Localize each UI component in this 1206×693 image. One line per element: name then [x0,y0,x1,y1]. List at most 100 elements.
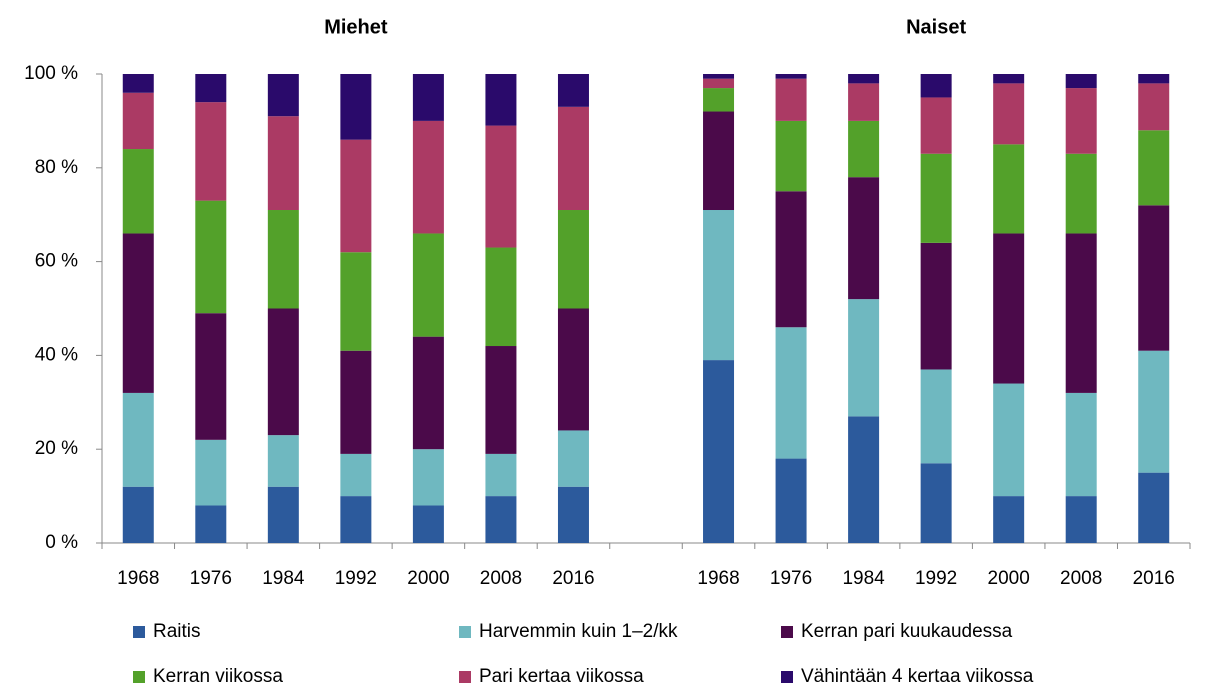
bar-segment [195,505,227,543]
bar-segment [1138,74,1170,84]
bar-segment [775,458,807,543]
bar-segment [267,308,299,436]
x-tick-label: 1984 [842,568,885,589]
bar-segment [993,144,1025,234]
bar-segment [485,453,517,497]
legend-label: Kerran pari kuukaudessa [801,621,1013,642]
group-title: Miehet [324,16,388,38]
bar-segment [703,78,735,89]
bar-segment [775,78,807,121]
x-tick-label: 1968 [117,568,159,589]
bar-segment [340,252,372,351]
legend-swatch [459,626,471,638]
x-tick-label: 1968 [697,568,739,589]
y-tick-label: 60 % [35,251,78,272]
bar-segment [775,74,807,79]
legend-swatch [781,671,793,683]
x-tick-label: 2000 [407,568,449,589]
legend-swatch [459,671,471,683]
bar-segment [1065,153,1097,234]
bar-segment [267,435,299,487]
bar-segment [848,74,880,84]
legend-label: Vähintään 4 kertaa viikossa [801,666,1034,687]
bar-segment [557,74,589,107]
bar-segment [993,496,1025,543]
bar-segment [920,369,952,464]
x-tick-label: 2016 [1133,568,1175,589]
bar-segment [920,153,952,243]
bar-segment [703,360,735,543]
bar-segment [1065,74,1097,89]
bar-segment [775,120,807,192]
bar-segment [195,200,227,314]
bar-segment [993,383,1025,497]
x-tick-label: 1984 [262,568,305,589]
bar-segment [848,83,880,121]
bar-segment [485,496,517,543]
y-tick-label: 0 % [45,532,78,553]
bar-segment [485,125,517,248]
bar-segment [848,416,880,543]
bar-segment [412,74,444,121]
x-tick-label: 1992 [335,568,377,589]
bar-segment [703,74,735,79]
bar-segment [1138,350,1170,473]
bar-segment [122,233,154,393]
bar-segment [267,486,299,543]
bar-segment [122,92,154,150]
bar-segment [195,439,227,506]
bar-segment [557,430,589,487]
legend-label: Pari kertaa viikossa [479,666,644,687]
bar-segment [122,74,154,93]
bar-segment [557,308,589,431]
bar-segment [775,327,807,459]
bar-segment [122,149,154,234]
bar-segment [1065,233,1097,393]
bar-segment [1065,496,1097,543]
x-tick-label: 1976 [770,568,812,589]
y-tick-label: 40 % [35,344,78,365]
bar-segment [703,111,735,211]
bar-segment [412,336,444,450]
bar-segment [1065,392,1097,497]
x-tick-label: 2000 [988,568,1030,589]
bar-segment [267,116,299,211]
bar-segment [848,177,880,300]
bar-segment [412,449,444,506]
bar-segment [195,102,227,201]
bar-segment [993,83,1025,145]
bar-segment [267,74,299,117]
bar-segment [557,106,589,211]
bar-segment [848,299,880,417]
bar-segment [920,242,952,370]
bar-segment [703,88,735,112]
bar-segment [1138,472,1170,543]
bar-segment [1138,205,1170,351]
bar-segment [703,210,735,361]
bar-segment [485,247,517,347]
x-tick-label: 1976 [190,568,232,589]
legend-swatch [133,626,145,638]
bar-segment [848,120,880,178]
bar-segment [412,233,444,337]
bar-segment [920,97,952,154]
legend-swatch [781,626,793,638]
bar-segment [920,74,952,98]
bar-segment [993,233,1025,384]
bar-segment [340,453,372,497]
bar-segment [340,496,372,543]
bar-segment [195,74,227,103]
bar-segment [485,74,517,126]
group-title: Naiset [906,16,966,38]
bar-segment [412,120,444,234]
x-tick-label: 2016 [552,568,594,589]
bar-segment [340,350,372,454]
bar-segment [920,463,952,543]
bar-segment [485,346,517,454]
y-tick-label: 80 % [35,157,78,178]
x-tick-label: 1992 [915,568,957,589]
bar-segment [340,74,372,140]
bar-segment [1138,83,1170,131]
x-tick-label: 2008 [480,568,522,589]
